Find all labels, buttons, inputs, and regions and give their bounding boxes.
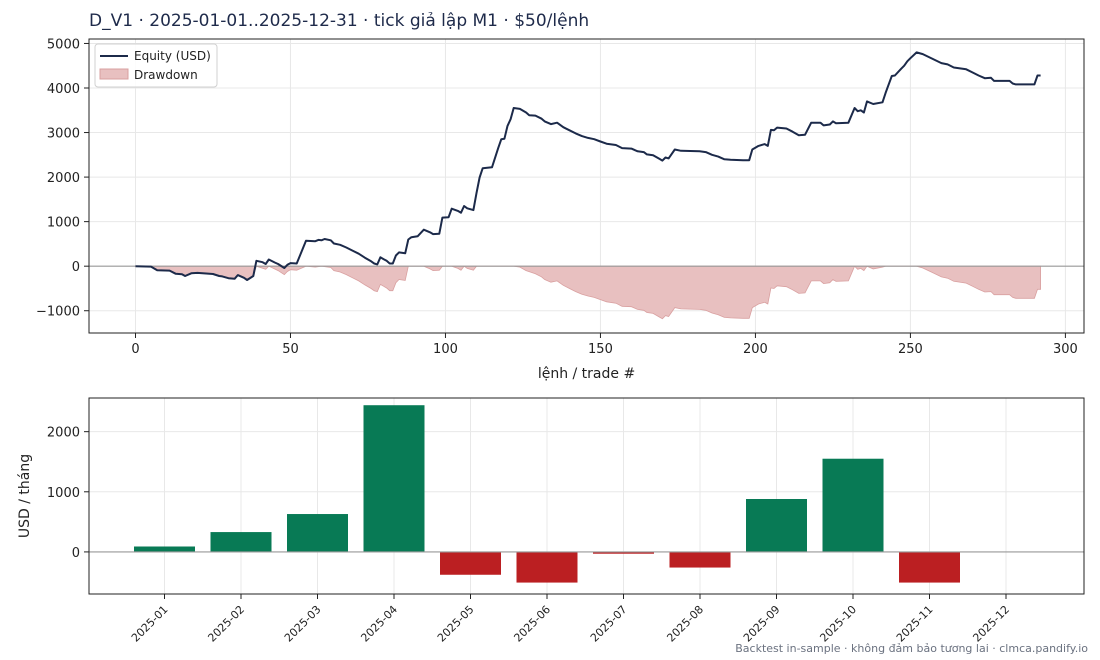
y-tick-label: 4000: [47, 82, 80, 97]
x-axis-label: lệnh / trade #: [538, 366, 635, 382]
month-tick-label: 2025-11: [894, 603, 936, 645]
y-tick-label: 0: [72, 260, 80, 275]
month-tick-label: 2025-03: [282, 603, 324, 645]
month-bar: [669, 551, 731, 568]
bar-plot-frame: [88, 397, 1085, 595]
month-tick-label: 2025-01: [129, 603, 171, 645]
month-tick-label: 2025-06: [511, 603, 553, 645]
month-bar: [899, 551, 960, 583]
drawdown-area: [134, 265, 1041, 320]
month-tick-label: 2025-07: [588, 603, 630, 645]
month-tick-label: 2025-05: [435, 603, 477, 645]
month-tick-label: 2025-08: [664, 603, 706, 645]
x-tick-label: 0: [131, 342, 139, 357]
equity-plot-frame: [88, 38, 1085, 334]
month-bar: [210, 532, 272, 552]
x-tick-label: 100: [433, 342, 458, 357]
month-tick-label: 2025-04: [358, 603, 400, 645]
month-bar: [593, 551, 654, 554]
month-bar: [822, 458, 884, 552]
y-tick-label: 1000: [47, 216, 80, 231]
month-tick-label: 2025-10: [817, 603, 859, 645]
x-tick-label: 300: [1053, 342, 1078, 357]
y-tick-label: 0: [72, 546, 80, 561]
month-tick-label: 2025-02: [205, 603, 247, 645]
legend: Equity (USD) Drawdown: [94, 43, 218, 88]
chart-title: D_V1 · 2025-01-01..2025-12-31 · tick giả…: [89, 11, 590, 31]
month-tick-label: 2025-12: [970, 603, 1012, 645]
x-tick-label: 200: [743, 342, 768, 357]
x-tick-label: 250: [898, 342, 923, 357]
y-tick-label: 1000: [47, 486, 80, 501]
footer-note: Backtest in-sample · không đảm bảo tương…: [735, 642, 1088, 655]
month-bar: [287, 514, 348, 552]
month-bar: [134, 546, 195, 552]
x-tick-label: 50: [282, 342, 299, 357]
equity-line: [135, 51, 1041, 281]
month-tick-label: 2025-09: [741, 603, 783, 645]
legend-label-equity: Equity (USD): [134, 49, 211, 63]
x-tick-label: 150: [588, 342, 613, 357]
legend-swatch-drawdown: [99, 68, 129, 80]
month-bar: [440, 551, 501, 575]
y-tick-label: −1000: [36, 305, 80, 320]
legend-label-drawdown: Drawdown: [134, 68, 198, 82]
y-tick-label: 5000: [47, 37, 80, 52]
month-bar: [746, 499, 807, 552]
y-tick-label: 2000: [47, 426, 80, 441]
y-axis-label: USD / tháng: [17, 454, 33, 538]
y-tick-label: 3000: [47, 127, 80, 142]
month-bar: [516, 551, 578, 583]
y-tick-label: 2000: [47, 171, 80, 186]
month-bar: [363, 405, 425, 552]
